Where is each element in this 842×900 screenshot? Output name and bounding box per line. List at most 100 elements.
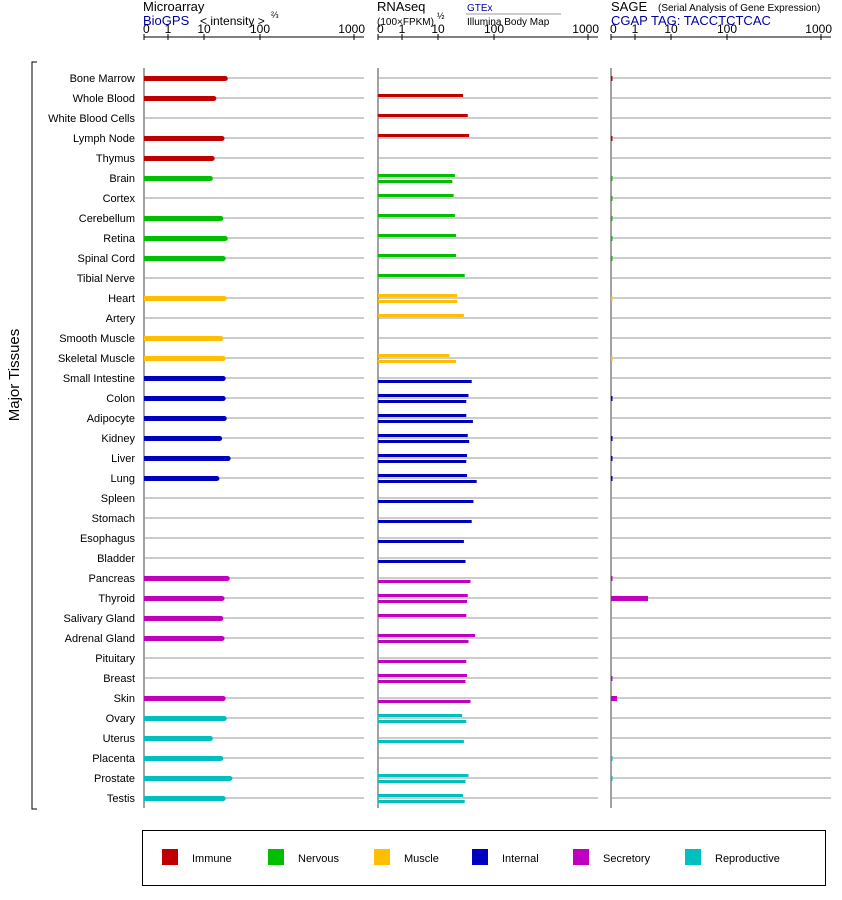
- gtex-source-label: GTEx: [467, 3, 493, 14]
- tissue-label: Lymph Node: [73, 133, 135, 145]
- microarray-bar-cap: [218, 216, 224, 221]
- rnaseq-illumina-bar: [378, 720, 467, 723]
- rnaseq-illumina-bar: [378, 560, 466, 563]
- tissue-label: Tibial Nerve: [77, 273, 135, 285]
- rnaseq-gtex-bar: [378, 314, 464, 317]
- tissue-label: Small Intestine: [63, 373, 135, 385]
- microarray-bar: [144, 176, 211, 181]
- sage-bar: [611, 176, 613, 181]
- rnaseq-illumina-bar: [378, 680, 466, 683]
- x-tick-label: 100: [484, 22, 504, 36]
- x-axes: 0 1 10 100 1000 0 1 10 100 1000 0 1 10 100 1000: [143, 22, 832, 808]
- rnaseq-illumina-bar: [378, 360, 457, 363]
- legend-swatch-muscle: [374, 849, 390, 865]
- rnaseq-gtex-bar: [378, 214, 455, 217]
- microarray-bar-cap: [211, 96, 217, 101]
- rnaseq-scale-label: (100×FPKM): [377, 17, 434, 28]
- tissue-label: Whole Blood: [73, 93, 135, 105]
- x-tick-label: 1: [632, 22, 639, 36]
- microarray-bar: [144, 76, 226, 81]
- rnaseq-gtex-bar: [378, 394, 469, 397]
- rnaseq-gtex-bar: [378, 794, 464, 797]
- row-group-label: Major Tissues: [6, 329, 23, 422]
- tissue-label: Salivary Gland: [63, 613, 135, 625]
- microarray-bar: [144, 456, 229, 461]
- sage-bar: [611, 136, 613, 141]
- rnaseq-gtex-bar: [378, 174, 455, 177]
- legend-label-reproductive: Reproductive: [715, 853, 780, 865]
- rnaseq-gtex-bar: [378, 614, 467, 617]
- tissue-label: Kidney: [101, 433, 135, 445]
- microarray-bar: [144, 776, 230, 781]
- tissue-label: Pancreas: [89, 573, 136, 585]
- tissue-label: Retina: [103, 233, 136, 245]
- microarray-bar-cap: [207, 176, 213, 181]
- microarray-scale-label: < intensity >: [200, 14, 265, 28]
- rnaseq-scale-exponent: ½: [437, 11, 445, 21]
- sage-bar: [611, 256, 613, 261]
- rnaseq-gtex-bar: [378, 474, 468, 477]
- microarray-bar-cap: [221, 416, 227, 421]
- microarray-bar: [144, 696, 224, 701]
- microarray-bar-cap: [220, 396, 226, 401]
- x-tick-label: 10: [431, 22, 445, 36]
- microarray-bar: [144, 436, 220, 441]
- legend-label-immune: Immune: [192, 853, 232, 865]
- rnaseq-illumina-bar: [378, 540, 464, 543]
- rnaseq-gtex-bar: [378, 254, 457, 257]
- rnaseq-gtex-bar: [378, 714, 463, 717]
- rnaseq-gtex-bar: [378, 274, 465, 277]
- tissue-labels: Bone Marrow Whole Blood White Blood Cells L…: [48, 73, 136, 805]
- microarray-bar-cap: [227, 776, 233, 781]
- legend-label-nervous: Nervous: [298, 853, 339, 865]
- biogps-link: BioGPS: [143, 13, 190, 28]
- microarray-bar: [144, 616, 221, 621]
- rnaseq-gtex-bar: [378, 634, 476, 637]
- x-tick-label: 10: [197, 22, 211, 36]
- rnaseq-gtex-bar: [378, 114, 468, 117]
- microarray-scale-exponent: ⅔: [271, 10, 279, 20]
- microarray-bar-cap: [207, 736, 213, 741]
- rnaseq-illumina-bar: [378, 180, 453, 183]
- microarray-bar-cap: [220, 796, 226, 801]
- legend-swatch-secretory: [573, 849, 589, 865]
- sage-bar: [611, 596, 649, 601]
- tissue-label: Thymus: [96, 153, 136, 165]
- rnaseq-illumina-bar: [378, 420, 473, 423]
- tissue-label: Breast: [103, 673, 135, 685]
- tissue-label: Colon: [106, 393, 135, 405]
- tissue-label: Skeletal Muscle: [58, 353, 135, 365]
- x-tick-label: 1000: [805, 22, 832, 36]
- tissue-label: Bladder: [97, 553, 135, 565]
- rnaseq-gtex-bar: [378, 234, 457, 237]
- sage-bar: [611, 676, 613, 681]
- microarray-title: Microarray: [143, 0, 205, 14]
- rnaseq-illumina-bar: [378, 600, 468, 603]
- rnaseq-gtex-bar: [378, 414, 467, 417]
- tissue-label: Esophagus: [80, 533, 136, 545]
- microarray-bar-cap: [214, 476, 220, 481]
- tissue-label: Prostate: [94, 773, 135, 785]
- tissue-label: Stomach: [92, 513, 135, 525]
- tissue-label: Uterus: [103, 733, 136, 745]
- sage-subtitle: (Serial Analysis of Gene Expression): [658, 3, 820, 14]
- legend-swatch-reproductive: [685, 849, 701, 865]
- microarray-bar: [144, 256, 224, 261]
- sage-bar: [611, 696, 617, 701]
- microarray-bar-cap: [220, 256, 226, 261]
- tissue-label: Spleen: [101, 493, 135, 505]
- rnaseq-gtex-bar: [378, 194, 454, 197]
- sage-bar: [611, 216, 613, 221]
- microarray-bar-cap: [224, 576, 230, 581]
- tissue-label: Liver: [111, 453, 135, 465]
- microarray-bar: [144, 376, 224, 381]
- microarray-bar-cap: [222, 76, 228, 81]
- rnaseq-illumina-bar: [378, 460, 467, 463]
- sage-bar: [611, 196, 613, 201]
- rnaseq-gtex-bar: [378, 594, 468, 597]
- sage-bar: [611, 456, 613, 461]
- tissue-label: Brain: [109, 173, 135, 185]
- rnaseq-illumina-bar: [378, 500, 474, 503]
- sage-bar: [611, 396, 613, 401]
